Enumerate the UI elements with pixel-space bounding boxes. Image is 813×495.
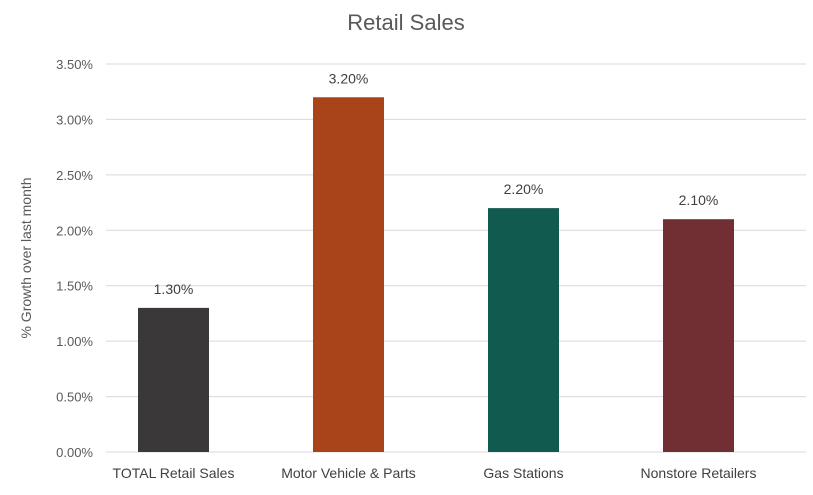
data-label: 2.10% <box>679 192 719 208</box>
x-tick-label: Gas Stations <box>483 465 563 481</box>
x-tick-label: TOTAL Retail Sales <box>113 465 235 481</box>
y-tick-label: 3.00% <box>56 112 93 127</box>
bars <box>138 97 734 452</box>
chart-title: Retail Sales <box>347 10 464 35</box>
data-labels: 1.30% 3.20% 2.20% 2.10% <box>154 70 719 297</box>
y-tick-label: 3.50% <box>56 57 93 72</box>
x-axis-ticks: TOTAL Retail Sales Motor Vehicle & Parts G… <box>113 465 757 481</box>
gridlines <box>106 63 806 453</box>
y-axis-ticks: 0.00% 0.50% 1.00% 1.50% 2.00% 2.50% 3.00% 3.50% <box>56 57 93 460</box>
y-tick-label: 1.00% <box>56 334 93 349</box>
x-tick-label: Nonstore Retailers <box>641 465 757 481</box>
y-axis-title: % Growth over last month <box>18 177 34 338</box>
bar-gas-stations <box>488 208 559 452</box>
bar-motor-vehicle-parts <box>313 97 384 452</box>
data-label: 1.30% <box>154 281 194 297</box>
bar-total-retail-sales <box>138 307 209 452</box>
y-tick-label: 2.50% <box>56 168 93 183</box>
bar-nonstore-retailers <box>663 219 734 452</box>
data-label: 3.20% <box>329 70 369 86</box>
y-tick-label: 0.50% <box>56 390 93 405</box>
y-tick-label: 1.50% <box>56 279 93 294</box>
y-tick-label: 0.00% <box>56 445 93 460</box>
y-tick-label: 2.00% <box>56 223 93 238</box>
data-label: 2.20% <box>504 181 544 197</box>
x-tick-label: Motor Vehicle & Parts <box>281 465 416 481</box>
